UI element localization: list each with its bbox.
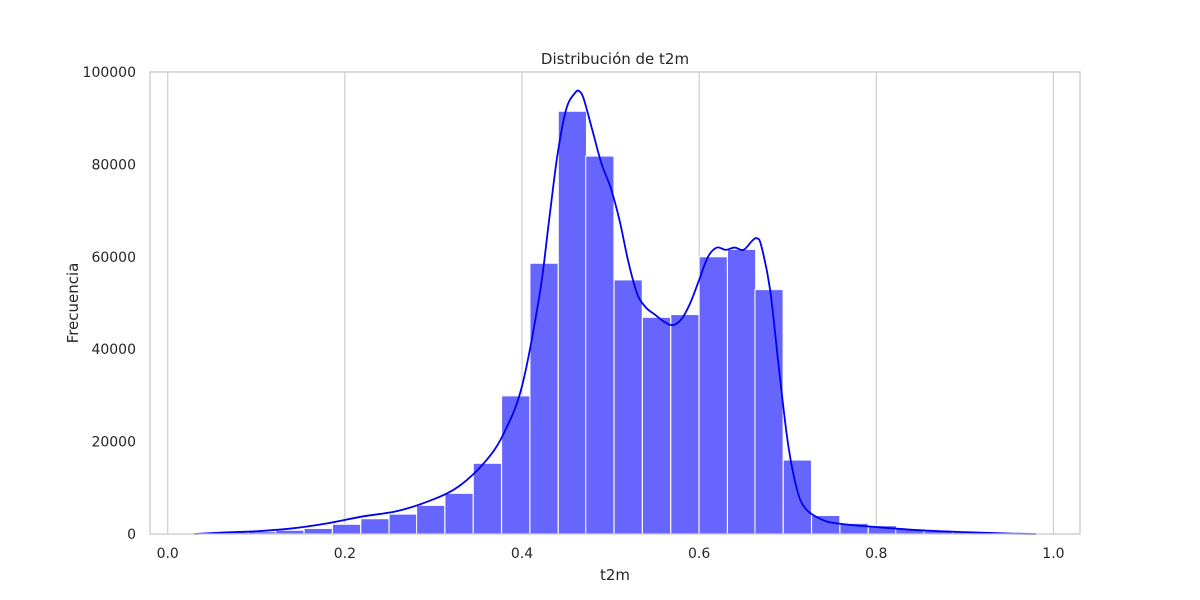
y-tick-label: 20000 bbox=[91, 435, 136, 451]
histogram-bar bbox=[782, 459, 812, 535]
histogram-bar bbox=[303, 527, 333, 535]
histogram-bar bbox=[388, 513, 418, 535]
grid-lines bbox=[167, 72, 1055, 534]
histogram-bar bbox=[613, 279, 643, 535]
histogram-bar bbox=[529, 262, 559, 535]
x-tick-label: 0.2 bbox=[334, 546, 356, 562]
histogram-bar bbox=[331, 523, 362, 535]
x-tick-label: 0.4 bbox=[511, 546, 533, 562]
histogram-bar bbox=[698, 256, 728, 535]
x-tick-labels: 0.0 0.2 0.4 0.6 0.8 1.0 bbox=[157, 546, 1065, 562]
x-tick-label: 0.6 bbox=[688, 546, 710, 562]
plot-border bbox=[149, 71, 1081, 535]
histogram-bar bbox=[416, 504, 446, 535]
histogram-bar bbox=[557, 110, 587, 535]
x-tick-label: 0.0 bbox=[157, 546, 179, 562]
y-axis-label: Frecuencia bbox=[64, 263, 82, 344]
y-tick-label: 40000 bbox=[91, 342, 136, 358]
histogram-bar bbox=[501, 395, 531, 535]
x-tick-label: 1.0 bbox=[1042, 546, 1064, 562]
histogram-bar bbox=[670, 314, 700, 535]
y-tick-label: 60000 bbox=[91, 250, 136, 266]
y-tick-labels: 0 20000 40000 60000 80000 100000 bbox=[83, 65, 136, 543]
histogram-bar bbox=[360, 518, 390, 535]
x-tick-label: 0.8 bbox=[865, 546, 887, 562]
y-tick-label: 100000 bbox=[83, 65, 136, 81]
histogram-bar bbox=[811, 515, 841, 535]
histogram-bar bbox=[585, 155, 615, 535]
plot-frame bbox=[149, 71, 1081, 535]
histogram-bar bbox=[641, 316, 672, 535]
kde-curve-group bbox=[194, 89, 1036, 535]
histogram-bars bbox=[191, 110, 1038, 535]
histogram-bar bbox=[726, 248, 757, 535]
histogram-bar bbox=[444, 492, 474, 535]
histogram-bar bbox=[472, 462, 502, 535]
y-tick-label: 0 bbox=[127, 527, 136, 543]
x-axis-label: t2m bbox=[600, 566, 630, 584]
kde-curve bbox=[194, 89, 1036, 535]
y-tick-label: 80000 bbox=[91, 157, 136, 173]
histogram-bar bbox=[754, 289, 784, 535]
chart-title: Distribución de t2m bbox=[541, 50, 689, 68]
